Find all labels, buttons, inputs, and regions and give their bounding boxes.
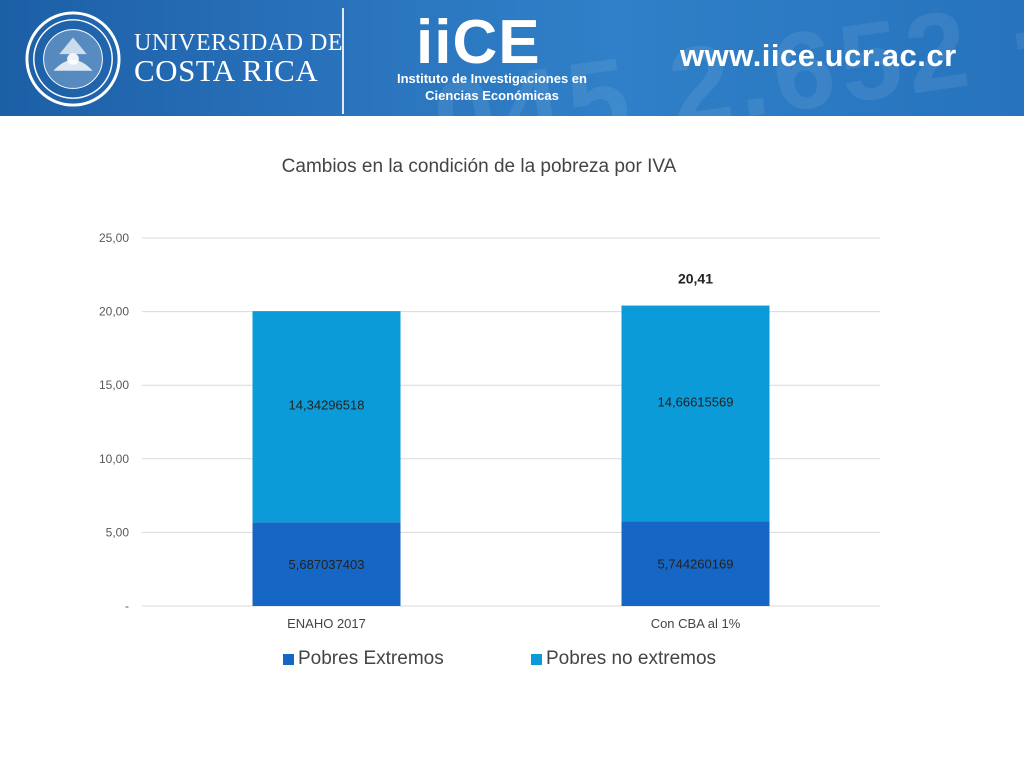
ucr-seal-icon (25, 11, 121, 107)
iice-logo: iiCE (416, 8, 541, 77)
data-label: 14,66615569 (658, 395, 734, 410)
data-label: 5,744260169 (658, 557, 734, 572)
stacked-bar-chart: - 5,00 10,00 15,00 20,00 25,00 5,687037403 14,3… (99, 231, 880, 631)
legend-item-pobres-no-extremos: Pobres no extremos (531, 648, 716, 670)
institute-line2: Ciencias Económicas (425, 88, 559, 103)
institute-name: Instituto de Investigaciones en Ciencias… (372, 70, 612, 104)
legend-item-pobres-extremos: Pobres Extremos (283, 648, 444, 670)
y-tick-label: 5,00 (106, 525, 130, 539)
bar-segment (621, 305, 770, 522)
header-divider (342, 8, 344, 114)
y-tick-label: 20,00 (99, 305, 129, 319)
chart-title: Cambios en la condición de la pobreza po… (281, 156, 677, 177)
institute-line1: Instituto de Investigaciones en (397, 71, 587, 86)
y-tick-label: 15,00 (99, 378, 129, 392)
data-label: 14,34296518 (289, 398, 365, 413)
university-line2: COSTA RICA (134, 53, 319, 88)
website-url[interactable]: www.iice.ucr.ac.cr (680, 38, 957, 73)
legend-swatch-pobres-extremos (283, 653, 294, 665)
header-banner: 045 2.652 · 1.249 UNIVERSIDAD DE COSTA R… (0, 0, 1024, 116)
university-name: UNIVERSIDAD DE COSTA RICA (134, 30, 343, 86)
legend-swatch-pobres-no-extremos (531, 653, 542, 665)
legend-label-pobres-extremos: Pobres Extremos (298, 648, 444, 669)
university-line1: UNIVERSIDAD DE (134, 30, 343, 56)
y-tick-label: 10,00 (99, 452, 129, 466)
data-label: 5,687037403 (289, 557, 365, 572)
bar-segment (252, 522, 401, 606)
bar-segment (621, 521, 770, 606)
bar-segment (252, 311, 401, 523)
x-tick-label: Con CBA al 1% (651, 616, 741, 631)
y-tick-label: - (125, 599, 129, 613)
legend-label-pobres-no-extremos: Pobres no extremos (546, 648, 717, 669)
total-label: 20,41 (678, 271, 713, 287)
x-tick-label: ENAHO 2017 (287, 616, 366, 631)
y-tick-label: 25,00 (99, 231, 129, 245)
